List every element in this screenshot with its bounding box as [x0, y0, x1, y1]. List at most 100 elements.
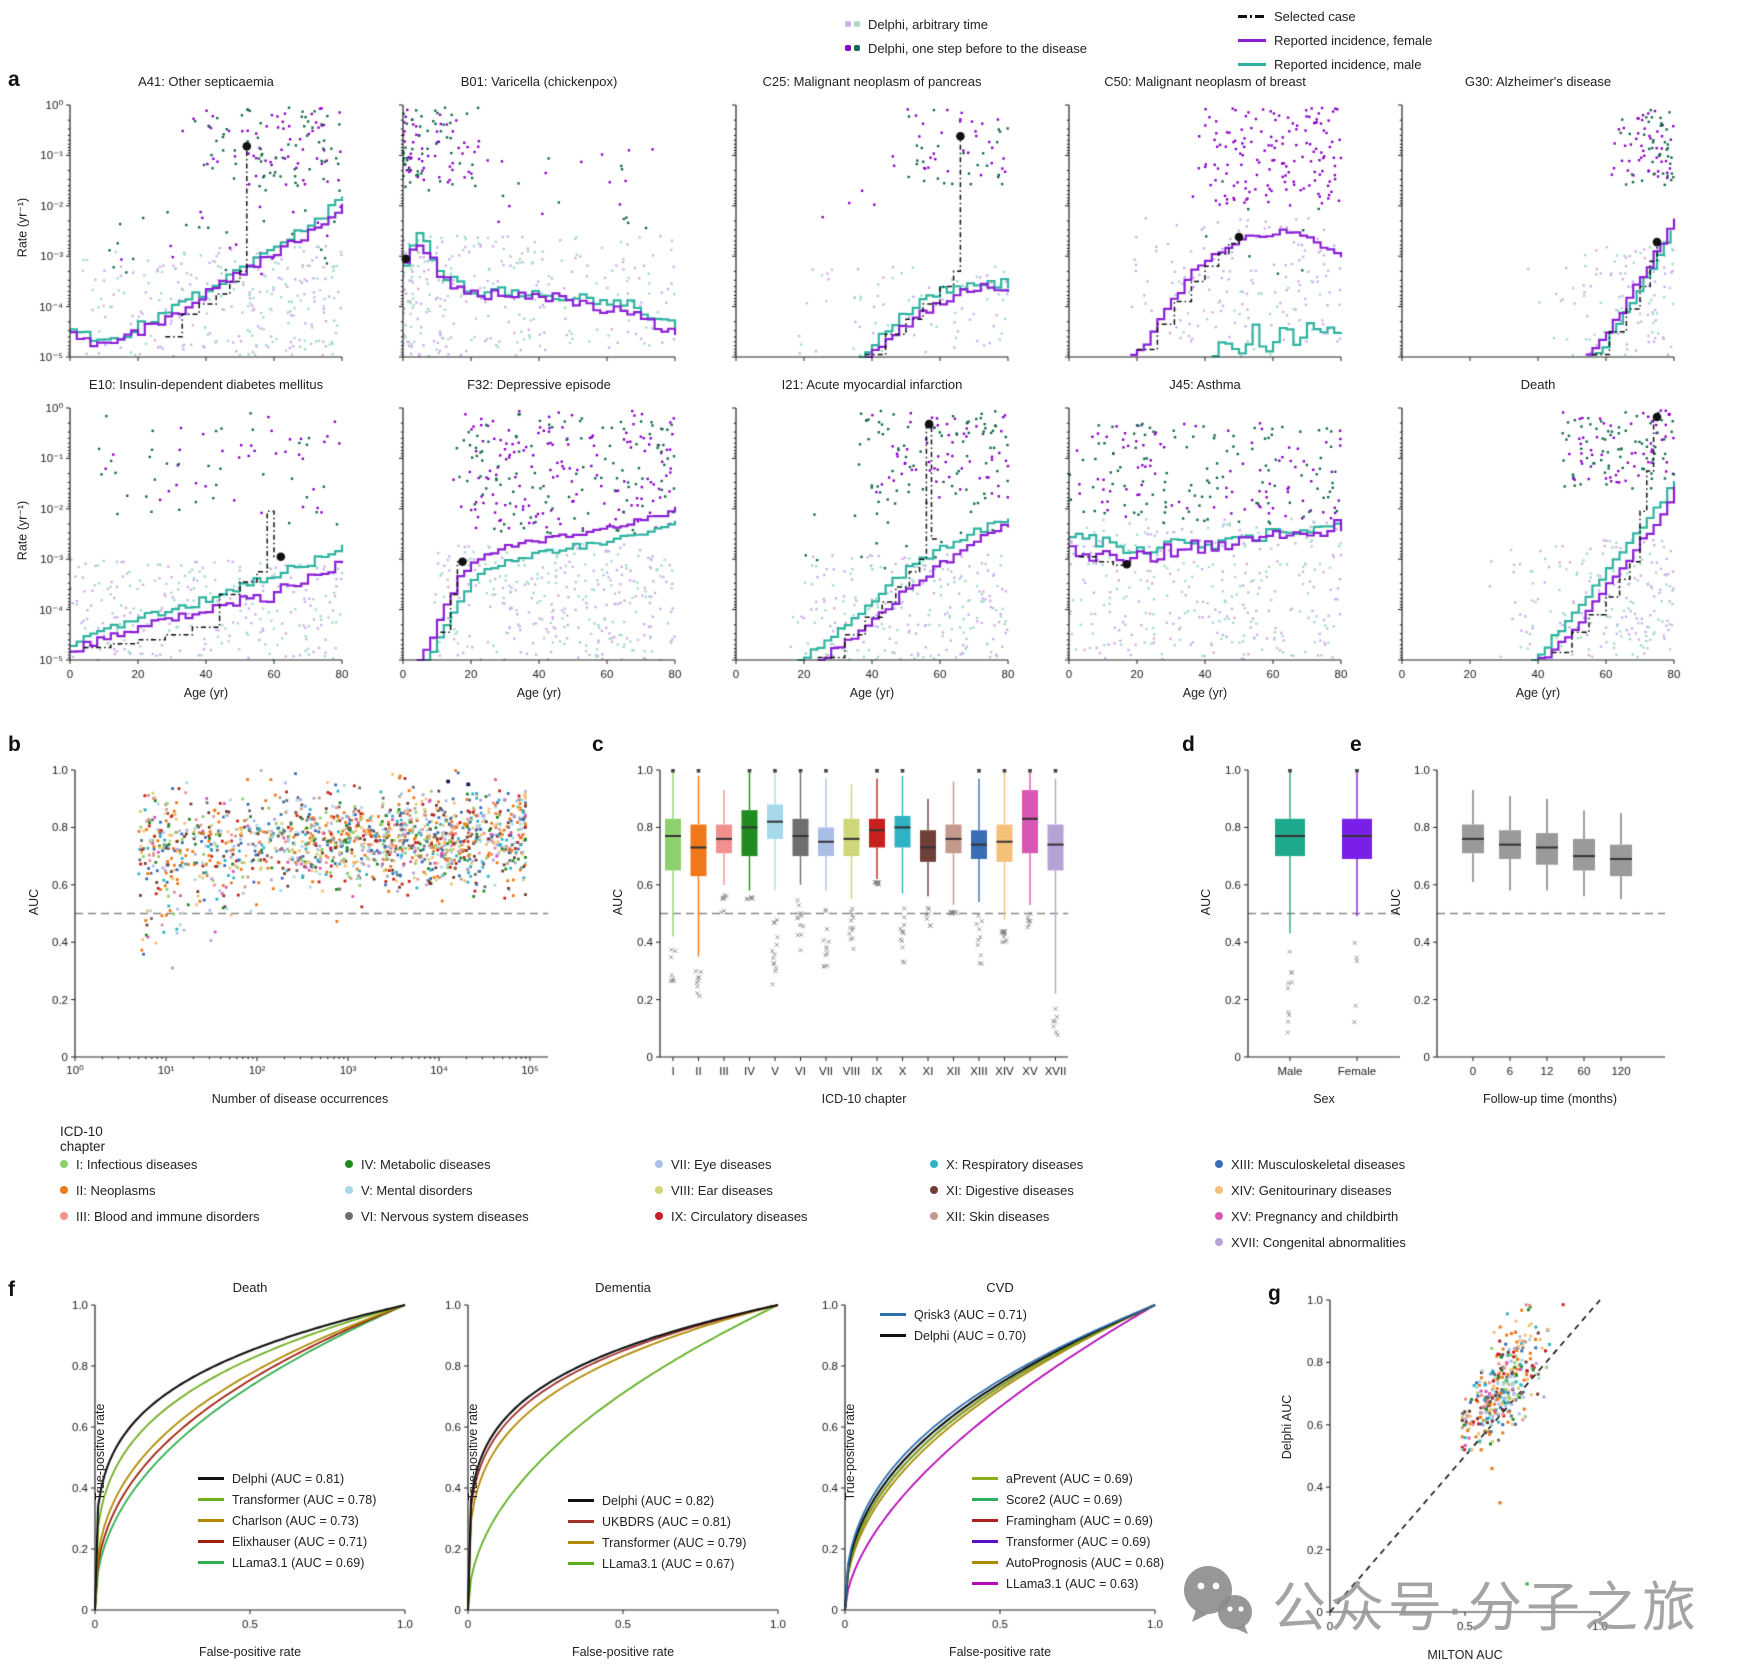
icd-legend-item: II: Neoplasms	[60, 1178, 155, 1202]
panel-g-xlabel: MILTON AUC	[1427, 1648, 1503, 1662]
icd-legend-item: X: Respiratory diseases	[930, 1152, 1083, 1176]
panel-f-xlabel: False-positive rate	[948, 1645, 1052, 1659]
panel-f-ylabel: True-positive rate	[466, 1403, 480, 1501]
dot-icon	[845, 21, 851, 27]
roc-legend-item: Elixhauser (AUC = 0.71)	[198, 1531, 376, 1552]
panel-letter-a: a	[8, 68, 20, 91]
panel-e-ylabel: AUC	[1389, 888, 1403, 916]
legend-incidence-item: Reported incidence, female	[1238, 28, 1432, 52]
panel-a-xlabel: Age (yr)	[1182, 686, 1228, 700]
panel-f-xlabel: False-positive rate	[571, 1645, 675, 1659]
icd-legend-item: VII: Eye diseases	[655, 1152, 771, 1176]
roc-legend-label: LLama3.1 (AUC = 0.63)	[1006, 1576, 1139, 1591]
roc-legend-label: Delphi (AUC = 0.81)	[232, 1471, 345, 1486]
icd-legend-label: III: Blood and immune disorders	[76, 1208, 260, 1224]
panel-b-ylabel: AUC	[27, 888, 41, 916]
panel-f-ylabel: True-positive rate	[93, 1403, 107, 1501]
roc-title: CVD	[986, 1280, 1014, 1295]
icd-legend-item: III: Blood and immune disorders	[60, 1204, 260, 1228]
roc-legend: Delphi (AUC = 0.82) UKBDRS (AUC = 0.81) Tr…	[568, 1490, 746, 1574]
legend-delphi-label: Delphi, one step before to the disease	[868, 40, 1087, 56]
icd-legend-label: XIV: Genitourinary diseases	[1231, 1182, 1392, 1198]
icd-legend-label: VI: Nervous system diseases	[361, 1208, 529, 1224]
panel-a-xlabel: Age (yr)	[849, 686, 895, 700]
panel-c-ylabel: AUC	[611, 888, 625, 916]
icd-legend-label: II: Neoplasms	[76, 1182, 156, 1198]
legend-line-icon	[1238, 14, 1266, 18]
legend-line-icon	[972, 1477, 998, 1480]
roc-legend-top: Qrisk3 (AUC = 0.71) Delphi (AUC = 0.70)	[880, 1304, 1027, 1346]
legend-line-icon	[198, 1498, 224, 1501]
panel-d-ylabel: AUC	[1199, 888, 1213, 916]
icd-dot-icon	[345, 1186, 353, 1194]
icd-legend-item: XIII: Musculoskeletal diseases	[1215, 1152, 1405, 1176]
icd-legend-label: I: Infectious diseases	[76, 1156, 198, 1172]
panel-b-chart	[0, 745, 580, 1090]
roc-legend-item: Delphi (AUC = 0.81)	[198, 1468, 376, 1489]
legend-line-icon	[972, 1561, 998, 1564]
panel-a-xlabel: Age (yr)	[1515, 686, 1561, 700]
panel-a-row1-chart	[0, 95, 1740, 375]
icd-dot-icon	[930, 1212, 938, 1220]
panel-g-chart	[1240, 1290, 1740, 1650]
panel-f-ylabel: True-positive rate	[843, 1403, 857, 1501]
roc-legend-item: UKBDRS (AUC = 0.81)	[568, 1511, 746, 1532]
roc-legend-item: AutoPrognosis (AUC = 0.68)	[972, 1552, 1164, 1573]
subplot-title: G30: Alzheimer's disease	[1464, 74, 1612, 89]
icd-dot-icon	[930, 1160, 938, 1168]
panel-d-xlabel: Sex	[1313, 1092, 1335, 1106]
panel-letter-e: e	[1350, 733, 1362, 757]
roc-legend-item: LLama3.1 (AUC = 0.67)	[568, 1553, 746, 1574]
legend-line-icon	[1238, 38, 1266, 42]
legend-line-icon	[568, 1562, 594, 1565]
roc-legend: Delphi (AUC = 0.81) Transformer (AUC = 0.…	[198, 1468, 376, 1573]
icd-legend-item: XV: Pregnancy and childbirth	[1215, 1204, 1398, 1228]
legend-line-icon	[568, 1499, 594, 1502]
legend-dots-icon	[845, 21, 860, 27]
icd-dot-icon	[1215, 1212, 1223, 1220]
icd-legend-label: XV: Pregnancy and childbirth	[1231, 1208, 1399, 1224]
icd-legend-label: X: Respiratory diseases	[946, 1156, 1084, 1172]
legend-line-icon	[198, 1561, 224, 1564]
roc-legend-item: Transformer (AUC = 0.69)	[972, 1531, 1164, 1552]
legend-line-icon	[972, 1519, 998, 1522]
dot-icon	[854, 21, 860, 27]
legend-incidence: Selected case Reported incidence, female R…	[1238, 4, 1432, 76]
roc-legend-label: Transformer (AUC = 0.69)	[1006, 1534, 1151, 1549]
legend-line-icon	[972, 1540, 998, 1543]
icd-dot-icon	[345, 1160, 353, 1168]
roc-legend-item: Transformer (AUC = 0.79)	[568, 1532, 746, 1553]
icd-dot-icon	[60, 1186, 68, 1194]
panel-e-xlabel: Follow-up time (months)	[1482, 1092, 1618, 1106]
roc-title: Death	[232, 1280, 268, 1295]
legend-line-icon	[880, 1334, 906, 1337]
legend-line-icon	[568, 1541, 594, 1544]
legend-line-icon	[198, 1519, 224, 1522]
roc-legend-item: LLama3.1 (AUC = 0.69)	[198, 1552, 376, 1573]
roc-legend-top-item: Delphi (AUC = 0.70)	[880, 1325, 1027, 1346]
subplot-title: Death	[1520, 377, 1556, 392]
roc-legend-label: LLama3.1 (AUC = 0.69)	[232, 1555, 365, 1570]
roc-legend-item: Charlson (AUC = 0.73)	[198, 1510, 376, 1531]
subplot-title: F32: Depressive episode	[467, 377, 611, 392]
roc-legend-item: Transformer (AUC = 0.78)	[198, 1489, 376, 1510]
icd-legend-item: IX: Circulatory diseases	[655, 1204, 808, 1228]
roc-legend-top-label: Delphi (AUC = 0.70)	[914, 1328, 1027, 1343]
panel-c-xlabel: ICD-10 chapter	[821, 1092, 907, 1106]
legend-line-icon	[972, 1582, 998, 1585]
icd-legend-label: VIII: Ear diseases	[671, 1182, 773, 1198]
icd-legend-item: XII: Skin diseases	[930, 1204, 1049, 1228]
panel-g-ylabel: Delphi AUC	[1280, 1394, 1294, 1460]
legend-line-icon	[880, 1313, 906, 1316]
roc-legend-item: aPrevent (AUC = 0.69)	[972, 1468, 1164, 1489]
panel-letter-f: f	[8, 1278, 15, 1301]
panel-a-row1-ylabel: Rate (yr⁻¹)	[15, 197, 30, 258]
subplot-title: I21: Acute myocardial infarction	[781, 377, 963, 392]
roc-legend: aPrevent (AUC = 0.69) Score2 (AUC = 0.69)…	[972, 1468, 1164, 1594]
roc-legend-top-label: Qrisk3 (AUC = 0.71)	[914, 1307, 1027, 1322]
roc-legend-label: AutoPrognosis (AUC = 0.68)	[1006, 1555, 1165, 1570]
icd-dot-icon	[345, 1212, 353, 1220]
panel-f-xlabel: False-positive rate	[198, 1645, 302, 1659]
subplot-title: J45: Asthma	[1169, 377, 1241, 392]
